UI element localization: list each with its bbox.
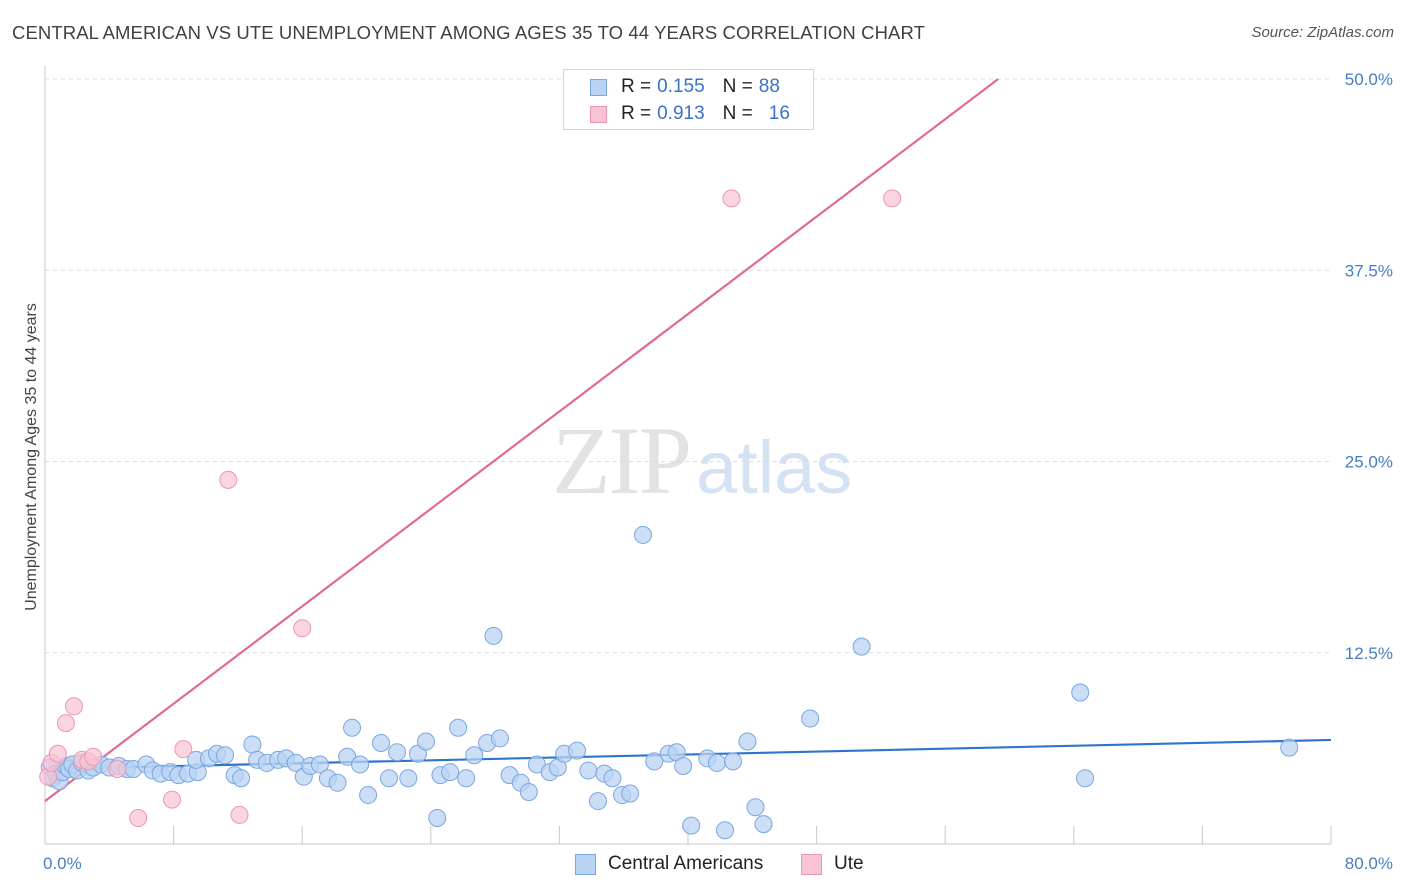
legend-n-value: 88	[758, 76, 780, 97]
bottom-legend-label-central-americans: Central Americans	[608, 853, 764, 874]
ute-point	[56, 714, 75, 733]
chart-title: CENTRAL AMERICAN VS UTE UNEMPLOYMENT AMO…	[12, 22, 926, 43]
central-americans-point	[399, 769, 418, 788]
central-americans-point	[645, 752, 664, 771]
central-americans-point	[457, 769, 476, 788]
central-americans-point	[388, 743, 407, 762]
central-americans-point	[449, 718, 468, 737]
central-americans-point	[852, 637, 871, 656]
stats-legend: R = 0.155 N = 88 R = 0.913 N = 16	[563, 69, 814, 130]
central-americans-point	[216, 746, 235, 765]
central-americans-point	[568, 741, 587, 760]
central-americans-point	[328, 773, 347, 792]
legend-row-ute: R = 0.913 N = 16	[590, 103, 790, 125]
x-tick-label: 0.0%	[43, 854, 82, 873]
bottom-legend-central-americans: Central Americans	[575, 852, 763, 876]
ute-trend-line	[44, 78, 999, 803]
ute-point	[64, 697, 83, 716]
ute-point	[162, 790, 181, 809]
central-americans-point	[746, 798, 765, 817]
central-americans-point	[351, 755, 370, 774]
ute-point	[84, 747, 103, 766]
legend-n-label: N =	[722, 76, 753, 97]
central-americans-point	[715, 821, 734, 840]
ute-point	[230, 805, 249, 824]
bottom-legend-ute: Ute	[801, 852, 864, 876]
central-americans-point	[707, 753, 726, 772]
y-tick-label: 12.5%	[1345, 644, 1393, 663]
y-tick-label: 25.0%	[1345, 453, 1393, 472]
legend-swatch-ute	[590, 105, 607, 123]
central-americans-point	[519, 782, 538, 801]
central-americans-point	[359, 786, 378, 805]
central-americans-point	[343, 718, 362, 737]
central-americans-point	[371, 734, 390, 753]
central-americans-point	[603, 769, 622, 788]
legend-r-label: R =	[621, 76, 652, 97]
ute-point	[722, 189, 741, 208]
central-americans-point	[243, 735, 262, 754]
central-americans-point	[588, 792, 607, 811]
central-americans-point	[724, 752, 743, 771]
ute-point	[883, 189, 902, 208]
legend-r-label: R =	[621, 103, 652, 124]
ute-point	[293, 619, 312, 638]
ute-point	[174, 740, 193, 759]
central-americans-point	[232, 769, 251, 788]
central-americans-point	[465, 746, 484, 765]
source-attribution: Source: ZipAtlas.com	[1251, 24, 1394, 41]
central-americans-point	[1071, 683, 1090, 702]
legend-n-value: 16	[768, 103, 790, 124]
bottom-legend-swatch-central-americans	[575, 853, 596, 875]
central-americans-point	[416, 732, 435, 751]
y-tick-label: 37.5%	[1345, 261, 1393, 280]
central-americans-point	[801, 709, 820, 728]
legend-r-value: 0.913	[657, 103, 705, 124]
central-americans-point	[754, 815, 773, 834]
axes	[44, 66, 1332, 845]
y-axis-label: Unemployment Among Ages 35 to 44 years	[23, 303, 40, 611]
central-americans-point	[633, 525, 652, 544]
central-americans-point	[674, 756, 693, 775]
central-americans-point	[738, 732, 757, 751]
ute-point	[219, 470, 238, 489]
data-points	[39, 189, 1299, 840]
watermark-zip: ZIP	[552, 407, 692, 514]
watermark-atlas: atlas	[696, 426, 853, 509]
trend-lines	[44, 78, 1332, 803]
legend-row-central-americans: R = 0.155 N = 88	[590, 76, 780, 98]
axis-labels: 12.5% 25.0% 37.5% 50.0% 0.0% 80.0% Unemploymen…	[23, 70, 1393, 873]
legend-r-value: 0.155	[657, 76, 705, 97]
central-americans-point	[441, 763, 460, 782]
bottom-legend-swatch-ute	[801, 853, 822, 875]
legend-swatch-central-americans	[590, 78, 607, 96]
central-americans-point	[428, 808, 447, 827]
ute-point	[48, 744, 67, 763]
ute-point	[129, 808, 148, 827]
central-americans-point	[484, 626, 503, 645]
x-tick-label: 80.0%	[1345, 854, 1393, 873]
ute-point	[108, 760, 127, 779]
central-americans-point	[380, 769, 399, 788]
central-americans-point	[1280, 738, 1299, 757]
y-tick-label: 50.0%	[1345, 70, 1393, 89]
central-americans-point	[490, 729, 509, 748]
central-americans-point	[579, 761, 598, 780]
bottom-legend-label-ute: Ute	[834, 853, 864, 874]
central-americans-point	[1076, 769, 1095, 788]
legend-n-label: N =	[722, 103, 753, 124]
grid-lines	[45, 78, 1331, 654]
central-americans-point	[621, 784, 640, 803]
central-americans-point	[682, 816, 701, 835]
central-americans-point	[310, 755, 329, 774]
watermark: ZIPatlas	[552, 405, 852, 516]
